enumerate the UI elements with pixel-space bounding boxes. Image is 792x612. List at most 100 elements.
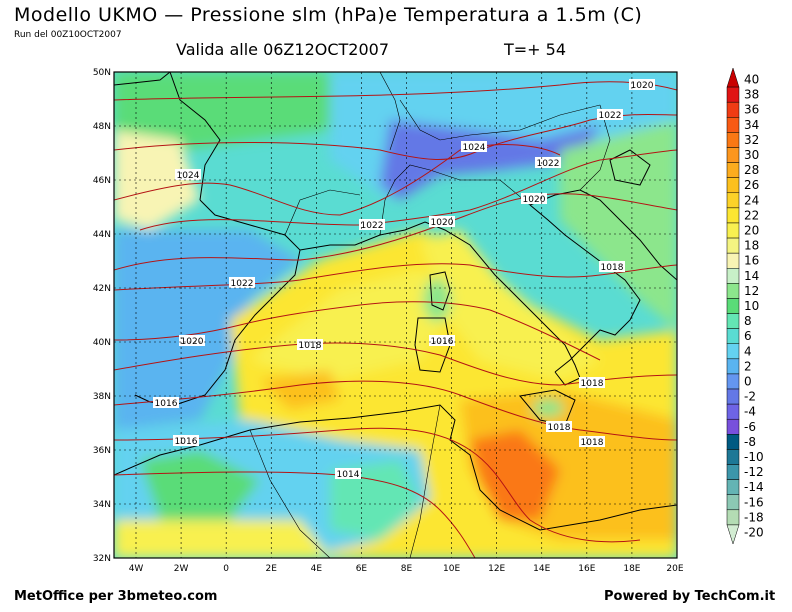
longitude-labels: 4W 2W 0 2E 4E 6E 8E 10E 12E 14E 16E 18E 20E	[129, 564, 684, 574]
latitude-label: 44N	[93, 230, 111, 240]
isobar-1020-south	[114, 301, 601, 361]
isobar-label: 1020	[429, 216, 455, 228]
colorbar-swatch	[726, 494, 740, 511]
svg-text:1022: 1022	[361, 221, 384, 231]
colorbar-swatch	[726, 388, 740, 405]
colorbar-label: -4	[744, 405, 756, 419]
svg-text:1016: 1016	[155, 399, 178, 409]
latitude-labels: 50N 48N 46N 44N 42N 40N 38N 36N 34N 32N	[93, 68, 111, 564]
colorbar-swatch	[726, 147, 740, 163]
colorbar-label: 0	[744, 374, 752, 388]
svg-text:1018: 1018	[581, 438, 604, 448]
colorbar-swatch	[726, 434, 740, 450]
isobar-1020-north	[114, 81, 677, 101]
colorbar-swatch	[726, 132, 740, 148]
longitude-label: 12E	[488, 564, 505, 574]
svg-text:1024: 1024	[177, 171, 200, 181]
isobar-1024	[114, 144, 561, 216]
temperature-zone-corsica	[423, 278, 451, 322]
border-algeria-morocco	[249, 429, 331, 558]
isobar-label: 1018	[599, 261, 625, 273]
svg-text:1016: 1016	[175, 437, 198, 447]
temperature-zone-balkans	[560, 120, 677, 330]
border-france-spain	[284, 189, 361, 236]
colorbar-label: 24	[744, 193, 759, 207]
colorbar-label: 38	[744, 88, 759, 102]
temperature-zone-algerian-sea	[260, 370, 340, 410]
isobar-1016-south	[114, 427, 641, 543]
colorbar-label: 32	[744, 133, 759, 147]
svg-text:1018: 1018	[601, 263, 624, 273]
coastline-sardinia	[414, 317, 451, 373]
longitude-label: 18E	[623, 564, 640, 574]
colorbar-swatch	[726, 328, 740, 344]
isobar-1022-mid	[139, 149, 677, 231]
temperature-zone-alps	[380, 120, 600, 200]
colorbar-label: -10	[744, 450, 764, 464]
isobar-label: 1018	[579, 377, 605, 389]
isobar-labels: 1020 1022 1024 1022 1024 1020 1022 1020 …	[153, 79, 655, 480]
colorbar-label: 30	[744, 148, 759, 162]
isobar-label: 1018	[297, 339, 323, 351]
colorbar-swatch	[726, 283, 740, 299]
svg-text:1020: 1020	[523, 195, 546, 205]
longitude-label: 10E	[443, 564, 460, 574]
svg-text:1022: 1022	[231, 279, 254, 289]
latitude-label: 42N	[93, 284, 111, 294]
valid-time-label: Valida alle 06Z12OCT2007	[176, 40, 390, 59]
temperature-zone-biscay	[114, 130, 200, 230]
colorbar-swatch	[726, 313, 740, 329]
temperature-zone-libya-coast	[470, 430, 560, 520]
longitude-label: 4E	[311, 564, 323, 574]
colorbar-label: 2	[744, 359, 752, 373]
colorbar-swatch	[726, 268, 740, 284]
coastline-north-africa	[114, 404, 677, 531]
colorbar-label: 18	[744, 239, 759, 253]
temperature-zone-balearic	[250, 270, 460, 380]
colorbar-label: 34	[744, 118, 759, 132]
coastline-lake	[609, 149, 651, 186]
coastline-sicily	[519, 389, 576, 426]
temperature-zone-sicily	[532, 399, 564, 417]
colorbar-label: -2	[744, 390, 756, 404]
latitude-label: 46N	[93, 176, 111, 186]
colorbar-label: 20	[744, 224, 759, 238]
longitude-label: 6E	[356, 564, 368, 574]
latitude-label: 36N	[93, 446, 111, 456]
colorbar-label: 22	[744, 208, 759, 222]
colorbar-label: 26	[744, 178, 759, 192]
svg-text:1022: 1022	[537, 159, 560, 169]
colorbar-label: -8	[744, 435, 756, 449]
colorbar-swatch	[726, 177, 740, 194]
temperature-field	[114, 72, 677, 558]
colorbar-swatch	[726, 252, 740, 269]
colorbar-swatch	[726, 298, 740, 314]
isobar-label: 1018	[579, 436, 605, 448]
colorbar-label: -20	[744, 525, 764, 539]
latitude-label: 38N	[93, 392, 111, 402]
isobar-label: 1014	[335, 468, 361, 480]
forecast-step-label: T=+ 54	[504, 40, 567, 59]
colorbar-label: 8	[744, 314, 752, 328]
colorbar-label: -16	[744, 495, 764, 509]
run-label: Run del 00Z10OCT2007	[14, 30, 122, 40]
colorbar-swatch	[726, 464, 740, 480]
longitude-label: 2E	[266, 564, 278, 574]
longitude-label: 16E	[578, 564, 595, 574]
border-germany-france	[379, 72, 401, 151]
isobar-label: 1018	[546, 421, 572, 433]
svg-text:1024: 1024	[463, 143, 486, 153]
coastline-corsica	[429, 271, 451, 311]
colorbar-swatch	[726, 117, 740, 133]
colorbar-swatch	[726, 449, 740, 465]
temperature-zone-sahara	[114, 520, 330, 558]
svg-text:1020: 1020	[181, 337, 204, 347]
isobar-label: 1020	[521, 193, 547, 205]
svg-text:1020: 1020	[631, 81, 654, 91]
colorbar-label: 40	[744, 73, 759, 87]
plot-frame	[113, 71, 678, 559]
svg-text:1018: 1018	[548, 423, 571, 433]
colorbar-swatch	[726, 373, 740, 390]
colorbar-label: 10	[744, 299, 759, 313]
border-central-europe	[399, 99, 601, 141]
